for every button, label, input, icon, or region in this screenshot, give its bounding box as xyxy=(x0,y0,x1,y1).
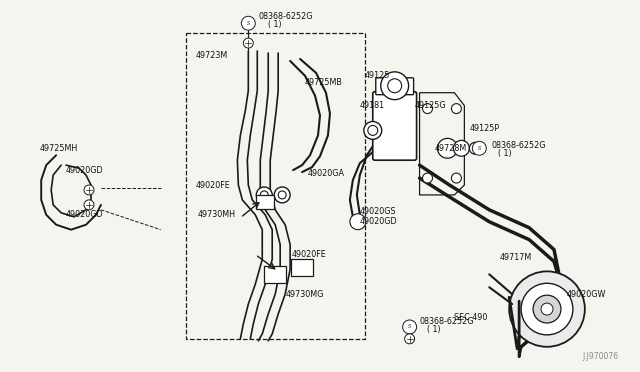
Circle shape xyxy=(364,122,381,140)
Text: ( 1): ( 1) xyxy=(426,326,440,334)
Text: 49730MH: 49730MH xyxy=(198,210,236,219)
Text: 49730MG: 49730MG xyxy=(285,290,324,299)
Text: 49020GD: 49020GD xyxy=(66,210,104,219)
Text: 49020GA: 49020GA xyxy=(308,169,345,177)
Circle shape xyxy=(278,191,286,199)
Circle shape xyxy=(509,271,585,347)
Circle shape xyxy=(84,200,94,210)
Circle shape xyxy=(453,140,469,156)
Circle shape xyxy=(368,125,378,135)
Circle shape xyxy=(403,320,417,334)
Circle shape xyxy=(388,79,402,93)
Text: 49020FE: 49020FE xyxy=(196,180,230,189)
Text: 49723M: 49723M xyxy=(196,51,228,61)
Circle shape xyxy=(84,185,94,195)
Circle shape xyxy=(438,138,458,158)
Circle shape xyxy=(241,16,255,30)
Text: 49181: 49181 xyxy=(360,101,385,110)
Text: S: S xyxy=(477,146,481,151)
Text: 49020GW: 49020GW xyxy=(567,290,606,299)
Circle shape xyxy=(521,283,573,335)
Circle shape xyxy=(350,214,366,230)
Text: 49020GD: 49020GD xyxy=(360,217,397,226)
FancyBboxPatch shape xyxy=(291,259,313,276)
Text: SEC 490: SEC 490 xyxy=(454,312,488,321)
Text: 08368-6252G: 08368-6252G xyxy=(259,12,313,21)
Circle shape xyxy=(260,191,268,199)
FancyBboxPatch shape xyxy=(264,266,286,283)
FancyBboxPatch shape xyxy=(376,78,413,95)
Text: 08368-6252G: 08368-6252G xyxy=(420,317,474,327)
Text: 49725MB: 49725MB xyxy=(305,78,343,87)
Text: 49020FE: 49020FE xyxy=(292,250,327,259)
Circle shape xyxy=(422,104,433,113)
FancyBboxPatch shape xyxy=(372,92,417,160)
Text: 49020GD: 49020GD xyxy=(66,166,104,174)
Circle shape xyxy=(404,334,415,344)
Text: S: S xyxy=(408,324,412,330)
Circle shape xyxy=(274,187,290,203)
Circle shape xyxy=(451,173,461,183)
Circle shape xyxy=(381,72,408,100)
Text: 49125: 49125 xyxy=(365,71,390,80)
Text: 49125G: 49125G xyxy=(415,101,446,110)
Circle shape xyxy=(472,141,486,155)
Circle shape xyxy=(451,104,461,113)
Text: 49728M: 49728M xyxy=(435,144,467,153)
Text: 49125P: 49125P xyxy=(469,124,499,133)
Bar xyxy=(186,33,365,339)
Circle shape xyxy=(533,295,561,323)
Circle shape xyxy=(256,187,272,203)
Text: 49717M: 49717M xyxy=(499,253,531,262)
Text: 49725MH: 49725MH xyxy=(39,144,77,153)
Circle shape xyxy=(422,173,433,183)
Text: ( 1): ( 1) xyxy=(498,149,512,158)
Circle shape xyxy=(541,303,553,315)
Text: J.J970076: J.J970076 xyxy=(582,352,619,361)
Text: ( 1): ( 1) xyxy=(268,20,282,29)
Text: 08368-6252G: 08368-6252G xyxy=(492,141,546,150)
Circle shape xyxy=(243,38,253,48)
FancyBboxPatch shape xyxy=(256,195,274,209)
Text: 49020GS: 49020GS xyxy=(360,207,396,216)
Text: S: S xyxy=(246,21,250,26)
Circle shape xyxy=(469,142,481,154)
